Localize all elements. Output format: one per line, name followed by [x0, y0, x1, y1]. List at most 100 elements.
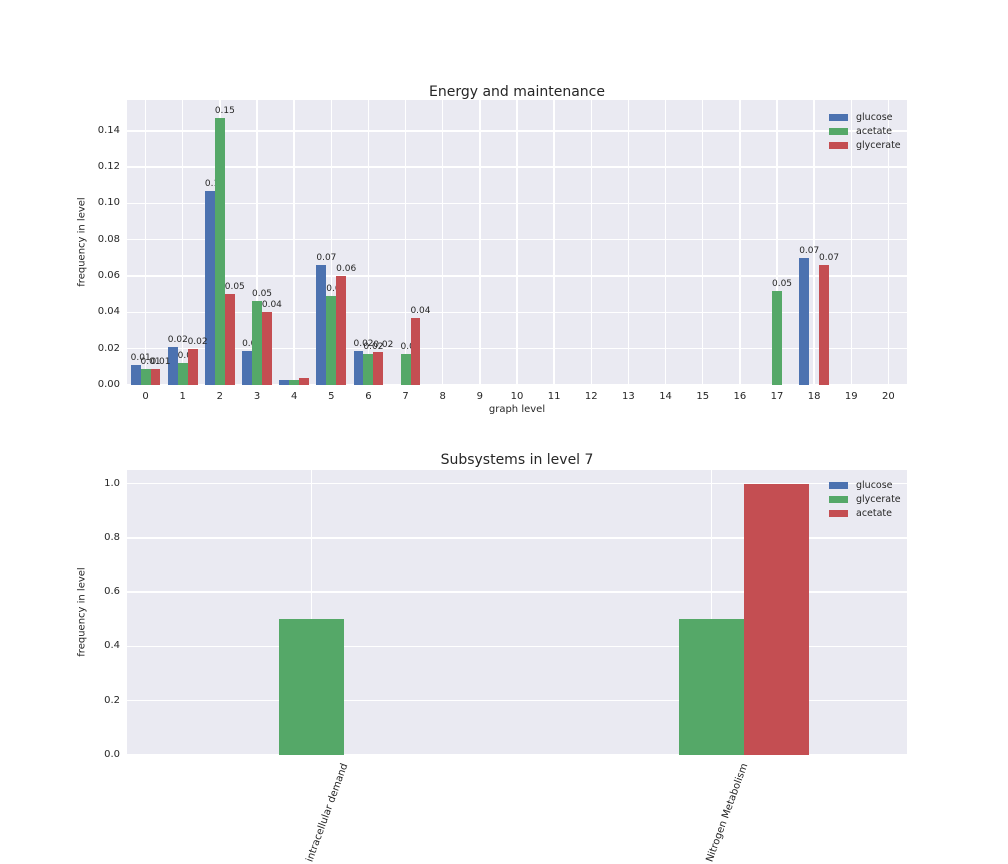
gridline-vertical [293, 100, 295, 385]
gridline-horizontal [127, 645, 907, 648]
y-tick-label: 0.0 [104, 749, 120, 760]
legend-label: glucose [856, 111, 893, 123]
gridline-horizontal [127, 754, 907, 756]
gridline-horizontal [127, 591, 907, 593]
legend-item-acetate: acetate [829, 124, 901, 138]
chart0-xlabel: graph level [488, 404, 546, 415]
bar-value-label: 0.01 [150, 356, 171, 367]
bar-glycerate-0 [150, 368, 161, 385]
y-tick-label: 0.10 [97, 197, 120, 209]
x-tick-label: 12 [584, 391, 598, 402]
bar-value-label: 0.15 [214, 106, 235, 117]
x-tick-label: 9 [476, 391, 484, 402]
bar-acetate-7 [400, 354, 411, 385]
x-tick-label: Nitrogen Metabolism [704, 762, 751, 864]
bar-value-label: 0.04 [410, 305, 431, 316]
legend-chart-1: glucose glycerate acetate [829, 478, 901, 521]
gridline-horizontal [127, 482, 907, 485]
bar-acetate-4 [289, 379, 300, 385]
bar-value-label: 0.05 [771, 278, 793, 289]
x-tick-label: 8 [439, 391, 446, 402]
gridline-vertical [710, 470, 713, 755]
bar-glycerate-18 [819, 265, 829, 385]
bar-value-label: 0.05 [251, 289, 273, 300]
y-tick-label: 0.06 [97, 270, 120, 282]
y-tick-label: 0.02 [97, 342, 120, 354]
gridline-vertical [850, 100, 852, 385]
bar-glycerate-intracellular-demand [279, 619, 344, 755]
x-tick-label: 4 [290, 391, 298, 402]
bar-value-label: 0.02 [373, 340, 394, 351]
legend-item-glucose: glucose [829, 478, 901, 492]
gridline-vertical [144, 100, 147, 385]
legend-label: acetate [856, 126, 893, 138]
bar-glucose-4 [279, 379, 290, 385]
bar-glucose-1 [167, 346, 178, 385]
bar-glycerate-1 [187, 348, 198, 385]
gridline-vertical [664, 100, 667, 385]
bar-acetate-5 [326, 296, 337, 385]
y-tick-label: 0.14 [97, 124, 120, 136]
gridline-vertical [627, 100, 630, 385]
x-tick-label: 10 [510, 391, 524, 402]
bar-value-label: 0.02 [363, 342, 384, 353]
y-tick-label: 0.00 [97, 379, 120, 390]
legend-label: glucose [856, 479, 893, 491]
bar-value-label: 0.05 [224, 282, 245, 293]
x-tick-label: 13 [622, 391, 635, 402]
bar-acetate-17 [772, 290, 782, 385]
bar-glucose-18 [799, 257, 810, 385]
x-tick-label: 15 [696, 391, 710, 402]
bar-glycerate-6 [373, 352, 384, 385]
bar-glucose-2 [205, 190, 215, 385]
bar-glycerate-3 [261, 312, 272, 385]
x-tick-label: 16 [733, 391, 747, 402]
gridline-vertical [256, 100, 258, 385]
gridline-horizontal [127, 537, 907, 539]
bar-value-label: 0.06 [336, 264, 357, 275]
bar-glycerate-4 [299, 377, 309, 385]
legend-swatch-icon [829, 510, 848, 518]
gridline-vertical [442, 100, 444, 385]
x-tick-label: 6 [365, 391, 372, 402]
x-tick-label: 5 [328, 391, 335, 402]
gridline-vertical [479, 100, 481, 385]
gridline-vertical [776, 100, 778, 385]
bar-value-label: 0.07 [799, 245, 820, 256]
y-tick-label: 0.04 [97, 306, 120, 318]
x-tick-label: 3 [253, 391, 261, 402]
x-tick-label: 17 [770, 391, 784, 402]
x-tick-label: 11 [547, 391, 561, 402]
legend-swatch-icon [829, 142, 848, 150]
bar-value-label: 0.01 [140, 356, 161, 367]
gridline-vertical [813, 100, 815, 385]
x-tick-label: 2 [216, 391, 224, 402]
gridline-vertical [702, 100, 704, 385]
legend-swatch-icon [829, 113, 848, 121]
x-tick-label: 19 [844, 391, 858, 402]
legend-item-glycerate: glycerate [829, 139, 901, 153]
legend-swatch-icon [829, 128, 848, 136]
bar-acetate-nitrogen-metabolism [744, 483, 809, 755]
legend-chart-0: glucose acetate glycerate [829, 110, 901, 153]
legend-label: acetate [856, 508, 893, 520]
bar-acetate-1 [177, 363, 188, 385]
gridline-vertical [887, 100, 890, 385]
bar-value-label: 0.02 [187, 336, 208, 347]
x-tick-label: intracellular demand [304, 762, 351, 864]
gridline-horizontal [127, 700, 907, 702]
x-tick-label: 7 [402, 391, 409, 402]
legend-label: glycerate [856, 140, 901, 152]
bar-acetate-2 [214, 118, 225, 385]
bar-glycerate-7 [410, 317, 421, 385]
legend-item-acetate: acetate [829, 507, 901, 521]
gridline-vertical [739, 100, 741, 385]
x-tick-label: 14 [659, 391, 672, 402]
gridline-vertical [516, 100, 518, 385]
y-tick-label: 0.8 [104, 531, 120, 543]
bar-acetate-0 [140, 368, 151, 385]
legend-swatch-icon [829, 481, 848, 489]
gridline-vertical [330, 100, 332, 385]
gridline-vertical [310, 470, 313, 755]
